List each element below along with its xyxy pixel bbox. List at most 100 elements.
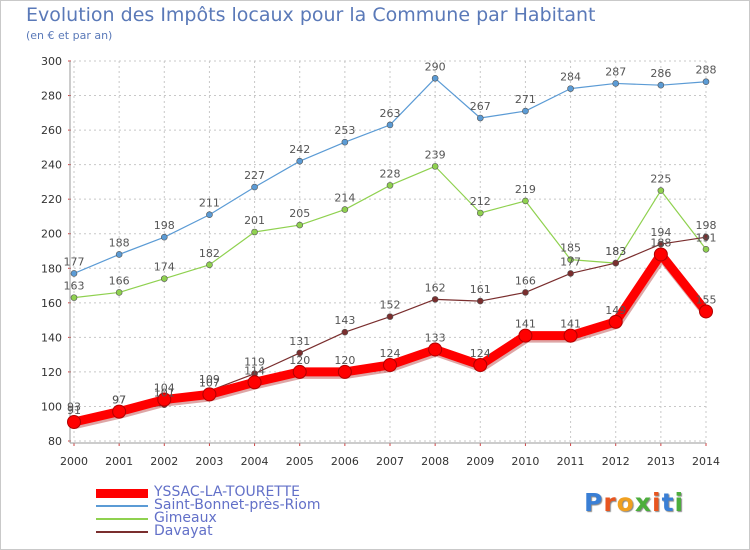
data-point: [657, 187, 665, 194]
data-point: [567, 270, 574, 277]
data-label: 177: [64, 255, 85, 268]
legend-swatch: [96, 531, 148, 533]
data-label: 183: [605, 245, 626, 258]
data-label: 225: [650, 173, 671, 186]
data-point: [657, 240, 665, 248]
data-point: [296, 349, 304, 357]
data-label: 219: [515, 183, 536, 196]
data-label: 191: [696, 231, 717, 244]
data-label: 97: [112, 394, 126, 407]
x-tick-label: 2001: [105, 455, 133, 468]
data-point: [160, 233, 168, 241]
data-point: [383, 358, 397, 372]
legend-swatch: [96, 505, 148, 507]
y-tick-label: 280: [41, 90, 62, 103]
x-tick-label: 2012: [602, 455, 630, 468]
x-tick-label: 2002: [150, 455, 178, 468]
data-point: [296, 221, 304, 229]
axes: 80 100 120 140 160 180 200 220 240 260 280 300 2000 2…: [41, 55, 720, 468]
data-point: [341, 206, 349, 213]
series-lines: [67, 74, 713, 429]
data-point: [67, 415, 81, 429]
data-label: 214: [334, 192, 355, 205]
data-label: 174: [154, 261, 175, 274]
data-point: [428, 342, 443, 357]
data-label: 288: [696, 64, 717, 77]
data-point: [341, 328, 349, 336]
data-label: 198: [154, 219, 175, 232]
data-label: 183: [605, 245, 626, 258]
data-point: [699, 304, 713, 319]
data-label: 91: [67, 404, 81, 417]
data-point: [476, 297, 484, 305]
y-tick-label: 220: [41, 193, 62, 206]
legend-label: Saint-Bonnet-près-Riom: [154, 497, 321, 513]
y-tick-label: 180: [41, 262, 62, 275]
x-tick-label: 2000: [60, 455, 88, 468]
x-tick-label: 2010: [511, 455, 539, 468]
data-point: [70, 294, 78, 301]
data-point: [431, 163, 439, 170]
data-label: 109: [199, 373, 220, 386]
data-label: 212: [470, 195, 491, 208]
data-point: [473, 358, 488, 372]
data-point: [522, 197, 529, 205]
data-label: 166: [109, 274, 130, 287]
data-label: 188: [650, 236, 671, 249]
data-point: [612, 259, 620, 267]
data-label: 267: [470, 100, 491, 113]
data-point: [702, 245, 710, 253]
data-point: [702, 233, 710, 241]
data-label: 242: [289, 143, 310, 156]
data-point: [112, 404, 127, 419]
data-label: 253: [334, 124, 355, 137]
x-tick-label: 2013: [647, 455, 675, 468]
data-label: 104: [154, 382, 175, 395]
y-tick-label: 260: [41, 124, 62, 137]
data-point: [476, 114, 484, 122]
data-point: [567, 256, 574, 263]
data-label: 205: [289, 207, 310, 220]
data-label: 133: [425, 331, 446, 344]
data-point: [702, 78, 710, 86]
data-point: [563, 328, 578, 343]
data-point: [518, 328, 533, 343]
data-point: [657, 81, 665, 89]
data-point: [157, 392, 172, 407]
data-label: 152: [380, 299, 401, 312]
x-tick-label: 2008: [421, 455, 449, 468]
data-label: 271: [515, 93, 536, 106]
data-label: 149: [605, 304, 626, 317]
y-tick-label: 140: [41, 331, 62, 344]
data-point: [653, 247, 668, 262]
data-label: 119: [244, 356, 265, 369]
data-label: 97: [112, 394, 126, 407]
data-label: 194: [650, 226, 671, 239]
data-label: 107: [199, 376, 220, 389]
data-label: 185: [560, 242, 581, 255]
data-label: 155: [696, 293, 717, 306]
chart-subtitle: (en € et par an): [26, 29, 113, 42]
legend-swatch: [96, 518, 148, 520]
data-point: [476, 209, 484, 217]
data-point: [567, 85, 574, 92]
y-tick-label: 200: [41, 228, 62, 241]
data-point: [251, 183, 258, 191]
data-label: 188: [109, 236, 130, 249]
data-point: [386, 121, 394, 129]
data-point: [206, 211, 213, 219]
data-label: 141: [560, 318, 581, 331]
data-label: 211: [199, 197, 220, 210]
data-point: [386, 313, 394, 320]
data-label: 182: [199, 247, 220, 260]
data-point: [247, 375, 262, 390]
data-point: [386, 182, 394, 189]
y-tick-label: 240: [41, 159, 62, 172]
legend-label: YSSAC-LA-TOURETTE: [154, 484, 300, 500]
x-tick-label: 2003: [195, 455, 223, 468]
legend-label: Gimeaux: [154, 510, 217, 526]
data-label: 124: [470, 347, 491, 360]
data-label: 114: [244, 364, 265, 377]
data-label: 287: [605, 65, 626, 78]
y-tick-label: 160: [41, 297, 62, 310]
